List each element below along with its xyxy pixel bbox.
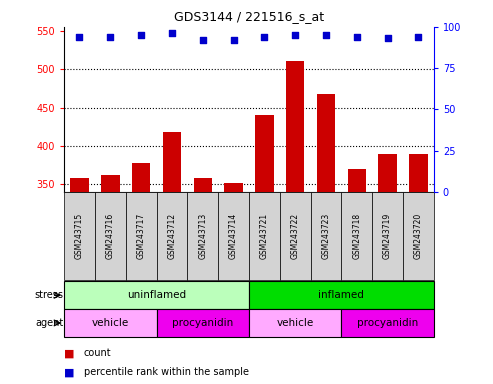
Text: percentile rank within the sample: percentile rank within the sample <box>84 367 249 377</box>
Bar <box>224 183 243 384</box>
Text: vehicle: vehicle <box>277 318 314 328</box>
Bar <box>64 192 95 280</box>
Text: inflamed: inflamed <box>318 290 364 300</box>
Bar <box>372 192 403 280</box>
Bar <box>95 192 126 280</box>
Point <box>168 30 176 36</box>
Bar <box>409 154 427 384</box>
Text: procyanidin: procyanidin <box>172 318 233 328</box>
Bar <box>126 192 157 280</box>
Point <box>322 32 330 38</box>
Text: GSM243721: GSM243721 <box>260 213 269 259</box>
Point <box>137 32 145 38</box>
Bar <box>218 192 249 280</box>
Text: GSM243720: GSM243720 <box>414 213 423 259</box>
Bar <box>157 192 187 280</box>
Text: GSM243722: GSM243722 <box>291 213 300 259</box>
Bar <box>311 192 341 280</box>
Point <box>230 37 238 43</box>
Text: GSM243717: GSM243717 <box>137 213 145 259</box>
Point <box>353 34 361 40</box>
Bar <box>249 281 434 309</box>
Bar <box>249 309 341 337</box>
Text: stress: stress <box>35 290 64 300</box>
Bar <box>348 169 366 384</box>
Bar <box>249 192 280 280</box>
Bar <box>132 163 150 384</box>
Point <box>384 35 391 41</box>
Bar <box>70 178 89 384</box>
Point <box>415 34 423 40</box>
Bar <box>255 115 274 384</box>
Bar <box>378 154 397 384</box>
Point <box>106 34 114 40</box>
Text: GSM243712: GSM243712 <box>168 213 176 259</box>
Bar <box>187 192 218 280</box>
Bar <box>64 309 157 337</box>
Point <box>199 37 207 43</box>
Point <box>260 34 268 40</box>
Text: GSM243716: GSM243716 <box>106 213 115 259</box>
Bar <box>64 281 249 309</box>
Text: GSM243723: GSM243723 <box>321 213 330 259</box>
Text: GSM243718: GSM243718 <box>352 213 361 259</box>
Bar <box>157 309 249 337</box>
Bar <box>286 61 305 384</box>
Text: ■: ■ <box>64 348 74 358</box>
Text: GSM243715: GSM243715 <box>75 213 84 259</box>
Bar <box>101 175 119 384</box>
Bar <box>341 192 372 280</box>
Text: vehicle: vehicle <box>92 318 129 328</box>
Text: count: count <box>84 348 111 358</box>
Text: agent: agent <box>35 318 64 328</box>
Text: GSM243714: GSM243714 <box>229 213 238 259</box>
Text: procyanidin: procyanidin <box>357 318 418 328</box>
Title: GDS3144 / 221516_s_at: GDS3144 / 221516_s_at <box>174 10 324 23</box>
Bar <box>280 192 311 280</box>
Text: GSM243719: GSM243719 <box>383 213 392 259</box>
Text: uninflamed: uninflamed <box>127 290 186 300</box>
Bar <box>403 192 434 280</box>
Bar <box>317 94 335 384</box>
Bar <box>163 132 181 384</box>
Point <box>291 32 299 38</box>
Text: GSM243713: GSM243713 <box>198 213 207 259</box>
Point <box>75 34 83 40</box>
Bar <box>341 309 434 337</box>
Bar <box>193 178 212 384</box>
Text: ■: ■ <box>64 367 74 377</box>
